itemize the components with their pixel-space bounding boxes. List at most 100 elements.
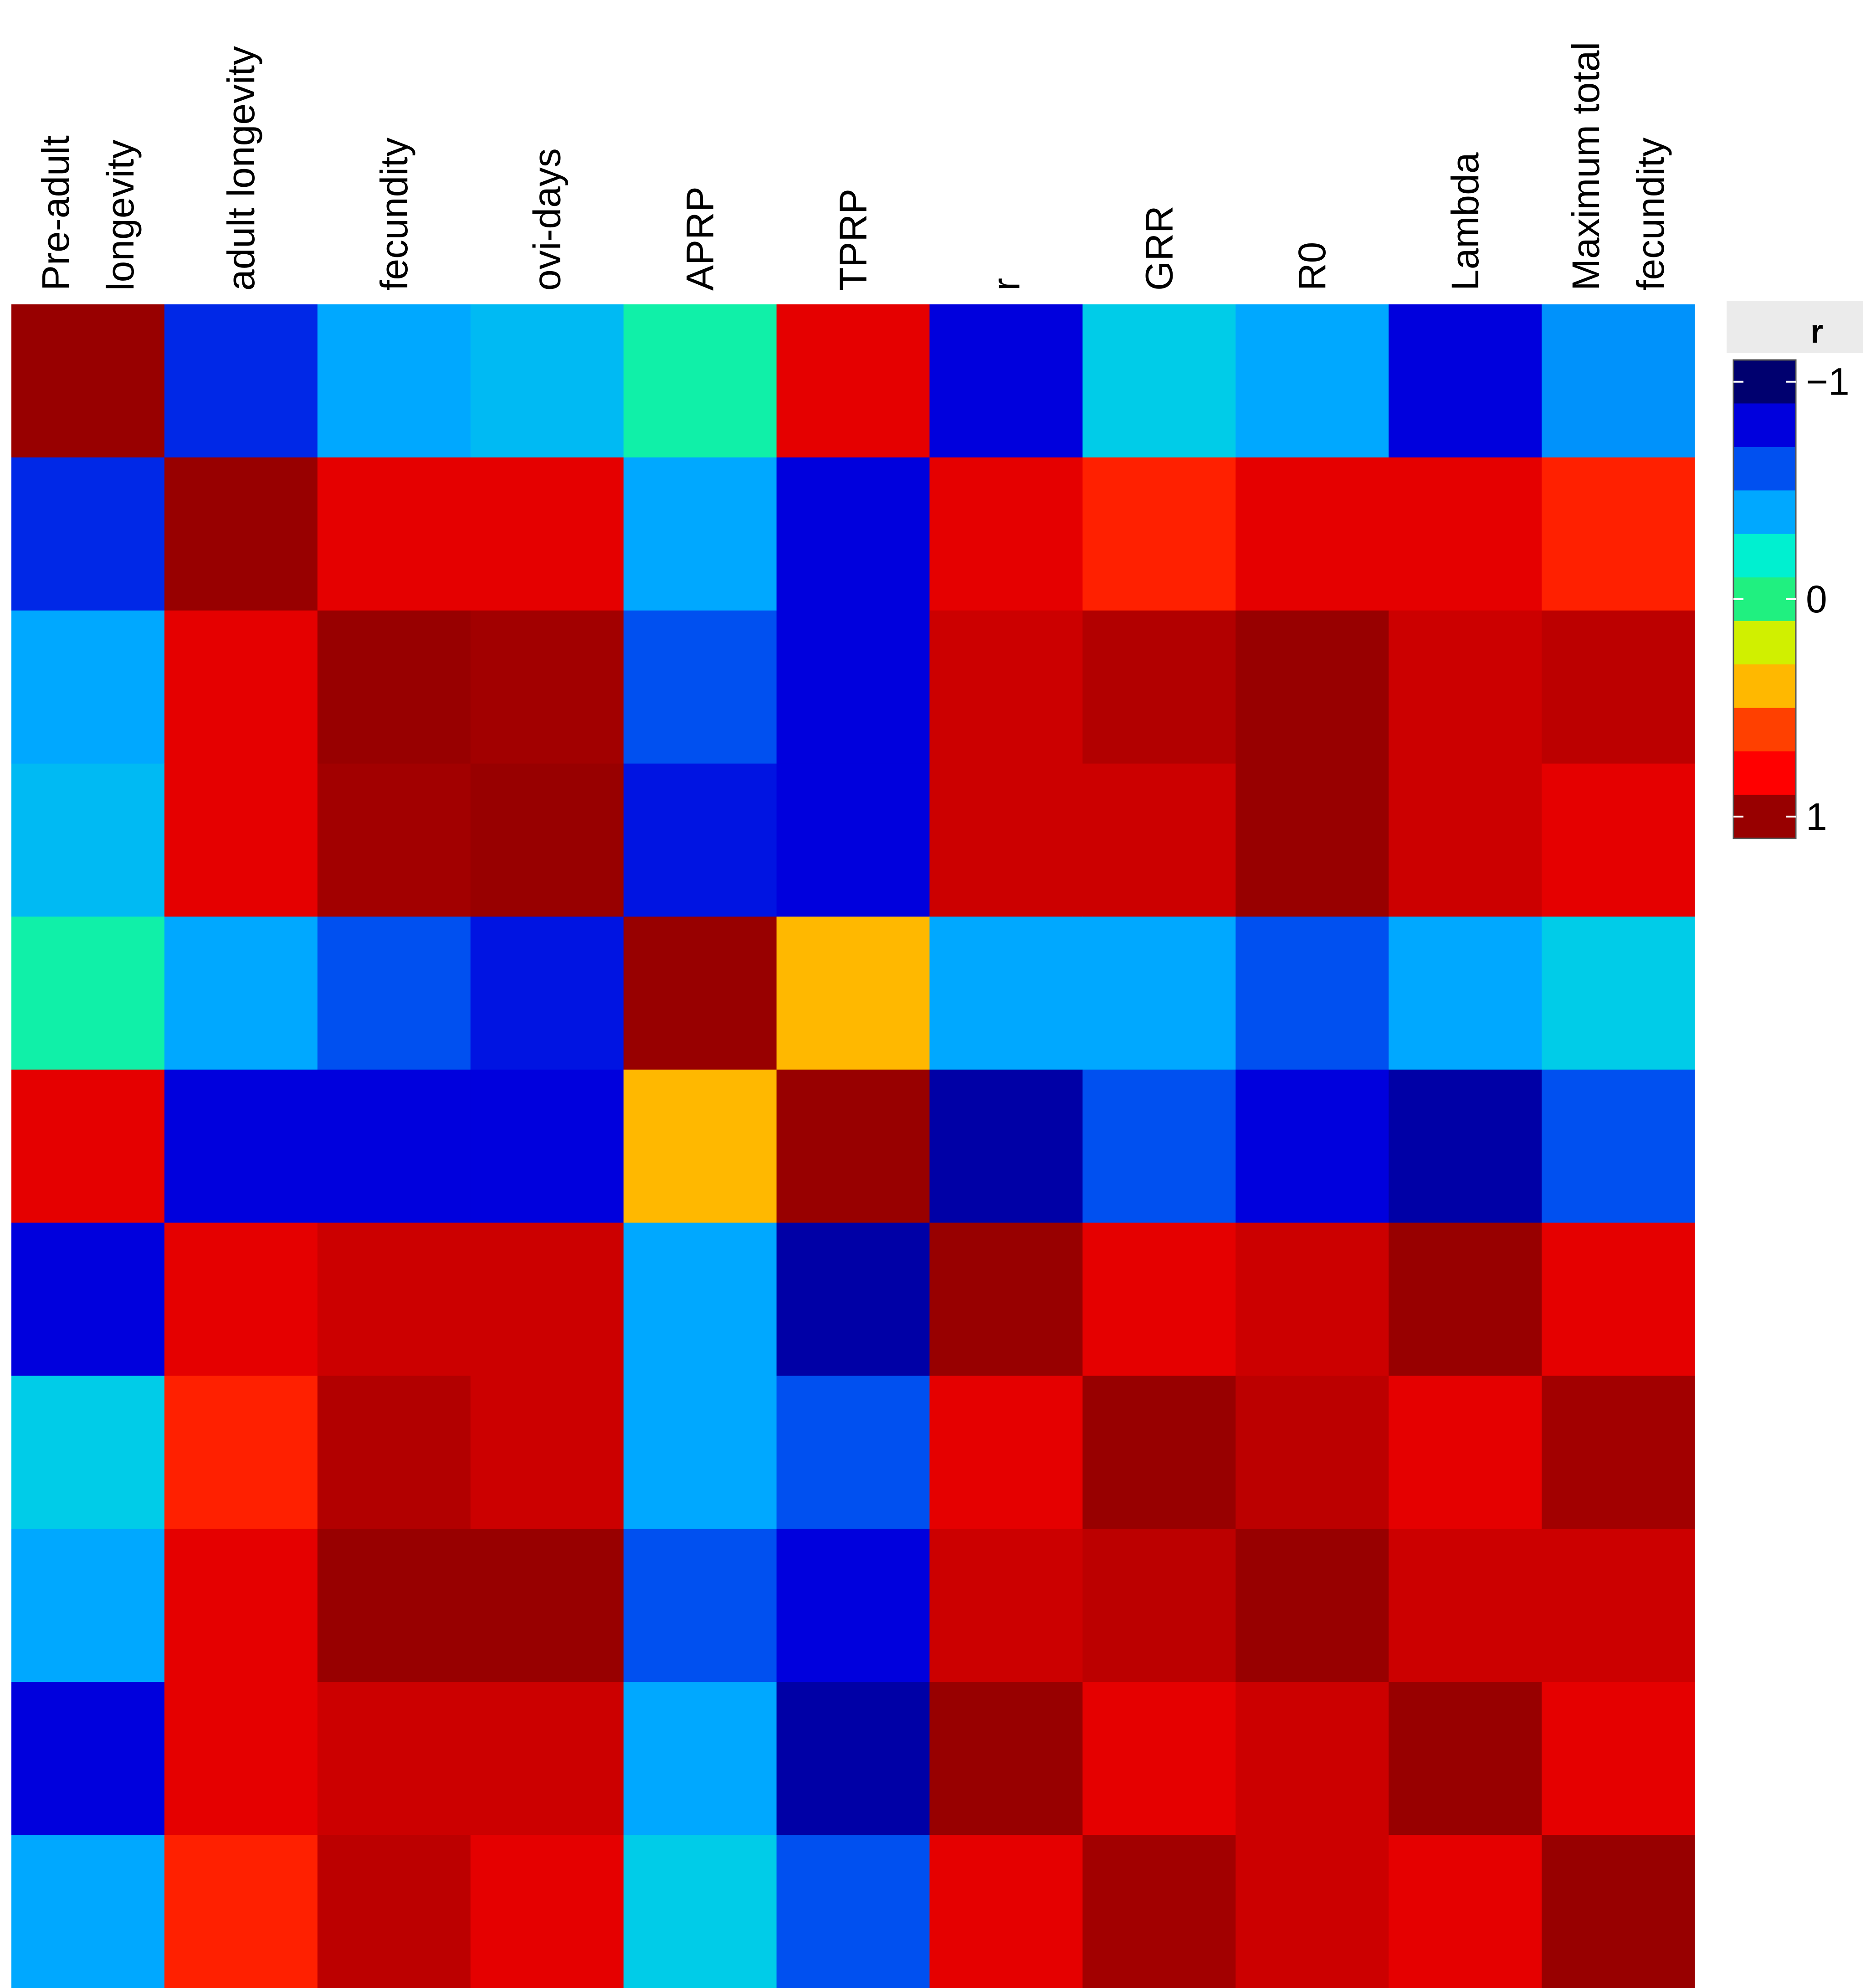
column-label: R0 (1291, 242, 1333, 291)
heatmap-cell (1389, 1069, 1542, 1223)
heatmap-cell (11, 1529, 165, 1682)
heatmap-cell (1235, 1835, 1389, 1988)
heatmap-cell (164, 1529, 318, 1682)
heatmap-cell (623, 457, 777, 611)
heatmap-cell (11, 1069, 165, 1223)
colorbar-tick-label: 1 (1806, 795, 1827, 838)
heatmap-cell (1235, 1223, 1389, 1376)
heatmap-cell (1542, 1069, 1695, 1223)
heatmap-cell (1542, 304, 1695, 458)
heatmap-cell (317, 1376, 471, 1529)
heatmap-cell (776, 1529, 930, 1682)
colorbar-swatch (1733, 621, 1796, 665)
heatmap-cell (929, 1682, 1083, 1835)
heatmap-cell (1542, 1682, 1695, 1835)
heatmap-cell (1082, 304, 1236, 458)
heatmap-cell (1389, 1529, 1542, 1682)
heatmap-cell (470, 304, 624, 458)
heatmap-cell (776, 457, 930, 611)
heatmap-cell (317, 763, 471, 917)
heatmap-cell (164, 304, 318, 458)
heatmap-cell (11, 610, 165, 764)
heatmap-cell (1082, 916, 1236, 1070)
heatmap-cell (1389, 763, 1542, 917)
heatmap-cell (929, 763, 1083, 917)
heatmap-cell (1542, 610, 1695, 764)
colorbar-swatch (1733, 795, 1796, 839)
colorbar-swatch (1733, 534, 1796, 578)
heatmap-cell (1389, 1682, 1542, 1835)
heatmap-cell (317, 610, 471, 764)
heatmap-cell (164, 610, 318, 764)
heatmap-cell (317, 1069, 471, 1223)
heatmap-cell (776, 763, 930, 917)
heatmap-cell (623, 1223, 777, 1376)
heatmap-cell (1235, 1682, 1389, 1835)
heatmap-cell (11, 1835, 165, 1988)
heatmap-cell (11, 1682, 165, 1835)
heatmap-cell (11, 763, 165, 917)
column-label: Lambda (1444, 152, 1487, 291)
heatmap-cell (623, 304, 777, 458)
column-label: r (984, 278, 1027, 291)
heatmap-cell (929, 1223, 1083, 1376)
heatmap-cell (929, 457, 1083, 611)
heatmap-cell (11, 916, 165, 1070)
heatmap-cell (1389, 457, 1542, 611)
heatmap-cell (776, 1223, 930, 1376)
heatmap-cell (776, 1069, 930, 1223)
column-label: fecundity (1629, 138, 1672, 291)
heatmap-cell (1235, 457, 1389, 611)
heatmap-cell (1235, 763, 1389, 917)
heatmap-cell (623, 1069, 777, 1223)
heatmap-cell (11, 1223, 165, 1376)
column-label: fecundity (373, 138, 415, 291)
colorbar-swatch (1733, 664, 1796, 709)
heatmap-cell (1389, 1223, 1542, 1376)
heatmap-cell (164, 763, 318, 917)
heatmap-cell (929, 1376, 1083, 1529)
column-label: Maximum total (1564, 42, 1607, 291)
heatmap-cell (164, 1069, 318, 1223)
colorbar-title: r (1810, 313, 1823, 350)
heatmap-cell (1389, 1376, 1542, 1529)
heatmap-cells (11, 304, 1695, 1988)
heatmap-cell (470, 1835, 624, 1988)
heatmap-cell (11, 304, 165, 458)
heatmap-cell (776, 610, 930, 764)
column-label: adult longevity (220, 46, 262, 291)
colorbar-swatch (1733, 403, 1796, 447)
heatmap-cell (1389, 1835, 1542, 1988)
colorbar-ticks: −1 0 1 (1733, 360, 1850, 838)
heatmap-cell (1542, 916, 1695, 1070)
heatmap-cell (470, 1376, 624, 1529)
heatmap-cell (1235, 916, 1389, 1070)
heatmap-cell (1235, 1529, 1389, 1682)
colorbar-swatch (1733, 447, 1796, 491)
heatmap-cell (164, 457, 318, 611)
column-label: Pre-adult (34, 135, 77, 291)
colorbar-swatches (1733, 359, 1797, 839)
heatmap-cell (1389, 916, 1542, 1070)
colorbar-title-background (1727, 301, 1863, 353)
heatmap-cell (1542, 1835, 1695, 1988)
heatmap-cell (776, 1376, 930, 1529)
heatmap-cell (776, 1682, 930, 1835)
heatmap-cell (1542, 1529, 1695, 1682)
heatmap-cell (11, 1376, 165, 1529)
heatmap-cell (164, 1835, 318, 1988)
heatmap-cell (317, 457, 471, 611)
heatmap-cell (1082, 457, 1236, 611)
heatmap-cell (929, 1529, 1083, 1682)
heatmap-cell (623, 1529, 777, 1682)
column-label: TPRP (832, 189, 875, 291)
heatmap-cell (1235, 1069, 1389, 1223)
heatmap-cell (929, 1069, 1083, 1223)
heatmap-cell (470, 916, 624, 1070)
column-label: longevity (99, 139, 142, 291)
column-label: ovi-days (526, 148, 569, 291)
heatmap-cell (1389, 610, 1542, 764)
heatmap-cell (164, 916, 318, 1070)
heatmap-cell (317, 916, 471, 1070)
